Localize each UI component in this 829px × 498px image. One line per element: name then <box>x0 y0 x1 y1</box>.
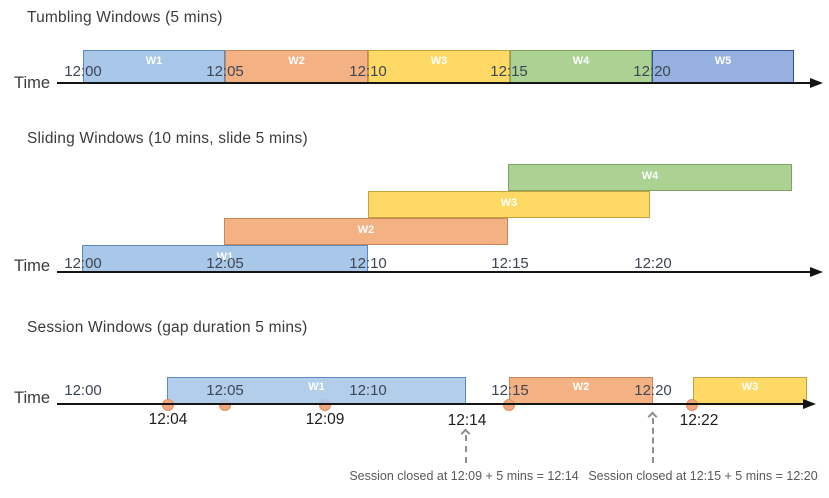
window-box-w3 <box>368 191 650 218</box>
window-label: W2 <box>288 55 305 67</box>
section-title: Tumbling Windows (5 mins) <box>27 9 223 26</box>
axis-tick-label: 12:15 <box>491 382 529 399</box>
window-box-w3 <box>693 377 807 404</box>
window-label: W3 <box>500 197 518 209</box>
window-box-w5 <box>652 50 794 83</box>
event-time-label: 12:14 <box>447 412 487 429</box>
axis-tick-label: 12:00 <box>64 382 102 399</box>
window-label: W3 <box>741 381 759 393</box>
window-label: W2 <box>572 381 590 393</box>
section-title: Sliding Windows (10 mins, slide 5 mins) <box>27 130 308 147</box>
window-label: W5 <box>714 55 732 67</box>
session-closed-annotation: Session closed at 12:15 + 5 mins = 12:20 <box>588 469 818 483</box>
window-label: W4 <box>641 170 659 182</box>
window-label: W1 <box>216 251 234 263</box>
window-box-w2 <box>224 218 508 245</box>
time-axis-label: Time <box>14 389 51 407</box>
window-label: W1 <box>145 55 163 67</box>
time-axis-line <box>57 403 803 406</box>
time-axis-line <box>57 271 810 274</box>
axis-tick-label: 12:05 <box>206 382 244 399</box>
axis-tick-label: 12:10 <box>349 382 387 399</box>
section-title: Session Windows (gap duration 5 mins) <box>27 319 308 336</box>
axis-tick-label: 12:20 <box>634 382 672 399</box>
time-axis-label: Time <box>14 74 51 92</box>
axis-tick-label: 12:15 <box>491 255 529 272</box>
axis-tick-label: 12:20 <box>633 63 671 80</box>
window-label: W4 <box>572 55 590 67</box>
axis-arrowhead-icon <box>803 398 816 409</box>
callout-arrow-line <box>652 418 654 463</box>
time-axis-label: Time <box>14 257 51 275</box>
window-box-w4 <box>510 50 652 83</box>
axis-arrowhead-icon <box>810 266 823 277</box>
axis-tick-label: 12:10 <box>349 63 387 80</box>
window-box-w2 <box>509 377 653 404</box>
axis-tick-label: 12:00 <box>64 255 102 272</box>
axis-tick-label: 12:15 <box>490 63 528 80</box>
axis-tick-label: 12:05 <box>206 255 244 272</box>
axis-tick-label: 12:05 <box>206 63 244 80</box>
window-box-w4 <box>508 164 792 191</box>
event-time-label: 12:22 <box>679 412 719 429</box>
axis-tick-label: 12:00 <box>64 63 102 80</box>
window-label: W2 <box>357 224 375 236</box>
time-axis-line <box>57 82 810 85</box>
event-time-label: 12:09 <box>305 411 345 428</box>
callout-arrow-line <box>465 435 467 463</box>
window-label: W1 <box>308 381 325 393</box>
session-closed-annotation: Session closed at 12:09 + 5 mins = 12:14 <box>349 469 579 483</box>
axis-arrowhead-icon <box>810 77 823 88</box>
window-label: W3 <box>430 55 448 67</box>
window-box-w1 <box>83 50 225 83</box>
window-box-w3 <box>368 50 510 83</box>
event-time-label: 12:04 <box>148 411 188 428</box>
axis-tick-label: 12:20 <box>634 255 672 272</box>
axis-tick-label: 12:10 <box>349 255 387 272</box>
